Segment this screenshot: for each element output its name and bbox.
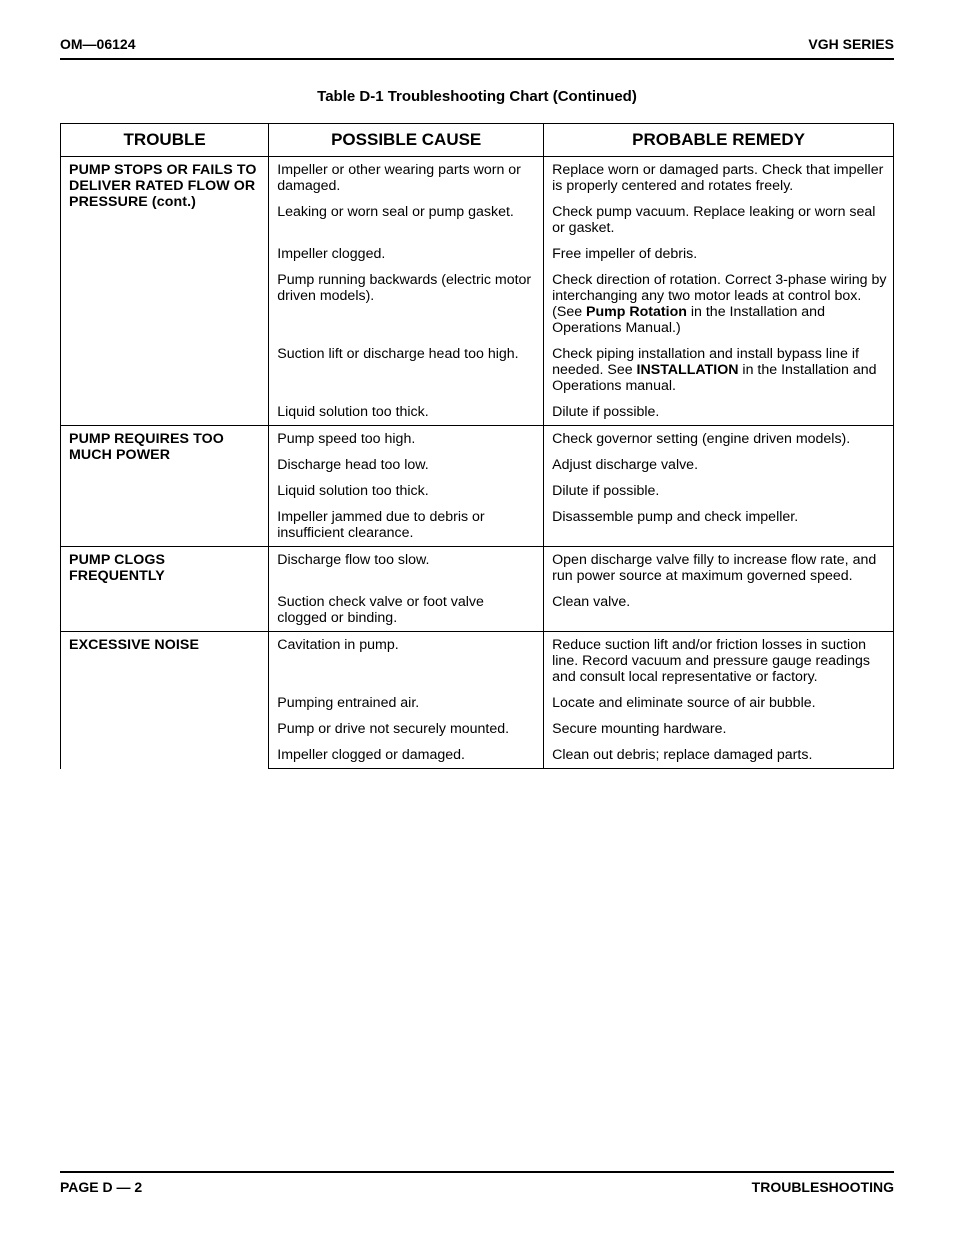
header-right: VGH SERIES xyxy=(808,36,894,52)
table-row: PUMP STOPS OR FAILS TO DELIVER RATED FLO… xyxy=(61,157,894,200)
cause-cell: Discharge head too low. xyxy=(269,452,544,478)
cause-cell: Liquid solution too thick. xyxy=(269,399,544,426)
table-title: Table D-1 Troubleshooting Chart (Continu… xyxy=(60,88,894,105)
cause-cell: Impeller clogged. xyxy=(269,241,544,267)
remedy-text-bold: INSTALLATION xyxy=(637,362,739,378)
remedy-cell: Replace worn or damaged parts. Check tha… xyxy=(544,157,894,200)
remedy-cell: Dilute if possible. xyxy=(544,478,894,504)
trouble-cell: PUMP REQUIRES TOO MUCH POWER xyxy=(61,426,269,547)
remedy-cell: Dilute if possible. xyxy=(544,399,894,426)
footer-left: PAGE D — 2 xyxy=(60,1179,142,1195)
cause-cell: Pump or drive not securely mounted. xyxy=(269,716,544,742)
table-header-row: TROUBLE POSSIBLE CAUSE PROBABLE REMEDY xyxy=(61,124,894,157)
cause-cell: Leaking or worn seal or pump gasket. xyxy=(269,199,544,241)
remedy-cell: Free impeller of debris. xyxy=(544,241,894,267)
table-row: PUMP CLOGS FREQUENTLY Discharge flow too… xyxy=(61,547,894,590)
col-cause: POSSIBLE CAUSE xyxy=(269,124,544,157)
table-row: PUMP REQUIRES TOO MUCH POWER Pump speed … xyxy=(61,426,894,453)
cause-cell: Liquid solution too thick. xyxy=(269,478,544,504)
trouble-cell: PUMP CLOGS FREQUENTLY xyxy=(61,547,269,632)
remedy-cell: Check governor setting (engine driven mo… xyxy=(544,426,894,453)
remedy-cell: Check direction of rotation. Correct 3-p… xyxy=(544,267,894,341)
trouble-cell: PUMP STOPS OR FAILS TO DELIVER RATED FLO… xyxy=(61,157,269,426)
cause-cell: Impeller clogged or damaged. xyxy=(269,742,544,769)
col-remedy: PROBABLE REMEDY xyxy=(544,124,894,157)
remedy-cell: Clean out debris; replace damaged parts. xyxy=(544,742,894,769)
remedy-cell: Reduce suction lift and/or friction loss… xyxy=(544,632,894,691)
cause-cell: Pump speed too high. xyxy=(269,426,544,453)
table-row: EXCESSIVE NOISE Cavitation in pump. Redu… xyxy=(61,632,894,691)
cause-cell: Suction lift or discharge head too high. xyxy=(269,341,544,399)
remedy-cell: Secure mounting hardware. xyxy=(544,716,894,742)
cause-cell: Pumping entrained air. xyxy=(269,690,544,716)
remedy-cell: Clean valve. xyxy=(544,589,894,632)
col-trouble: TROUBLE xyxy=(61,124,269,157)
page-footer: PAGE D — 2 TROUBLESHOOTING xyxy=(60,1171,894,1195)
cause-cell: Cavitation in pump. xyxy=(269,632,544,691)
remedy-cell: Open discharge valve filly to increase f… xyxy=(544,547,894,590)
remedy-cell: Locate and eliminate source of air bubbl… xyxy=(544,690,894,716)
remedy-cell: Check piping installation and install by… xyxy=(544,341,894,399)
trouble-cell: EXCESSIVE NOISE xyxy=(61,632,269,769)
cause-cell: Discharge flow too slow. xyxy=(269,547,544,590)
remedy-cell: Disassemble pump and check impeller. xyxy=(544,504,894,547)
footer-right: TROUBLESHOOTING xyxy=(752,1179,894,1195)
remedy-cell: Adjust discharge valve. xyxy=(544,452,894,478)
cause-cell: Suction check valve or foot valve clogge… xyxy=(269,589,544,632)
remedy-cell: Check pump vacuum. Replace leaking or wo… xyxy=(544,199,894,241)
cause-cell: Impeller jammed due to debris or insuffi… xyxy=(269,504,544,547)
remedy-text-bold: Pump Rotation xyxy=(586,304,687,320)
page: OM—06124 VGH SERIES Table D-1 Troublesho… xyxy=(0,0,954,1235)
header-left: OM—06124 xyxy=(60,36,135,52)
cause-cell: Impeller or other wearing parts worn or … xyxy=(269,157,544,200)
cause-cell: Pump running backwards (electric motor d… xyxy=(269,267,544,341)
page-header: OM—06124 VGH SERIES xyxy=(60,36,894,60)
troubleshooting-table: TROUBLE POSSIBLE CAUSE PROBABLE REMEDY P… xyxy=(60,123,894,769)
